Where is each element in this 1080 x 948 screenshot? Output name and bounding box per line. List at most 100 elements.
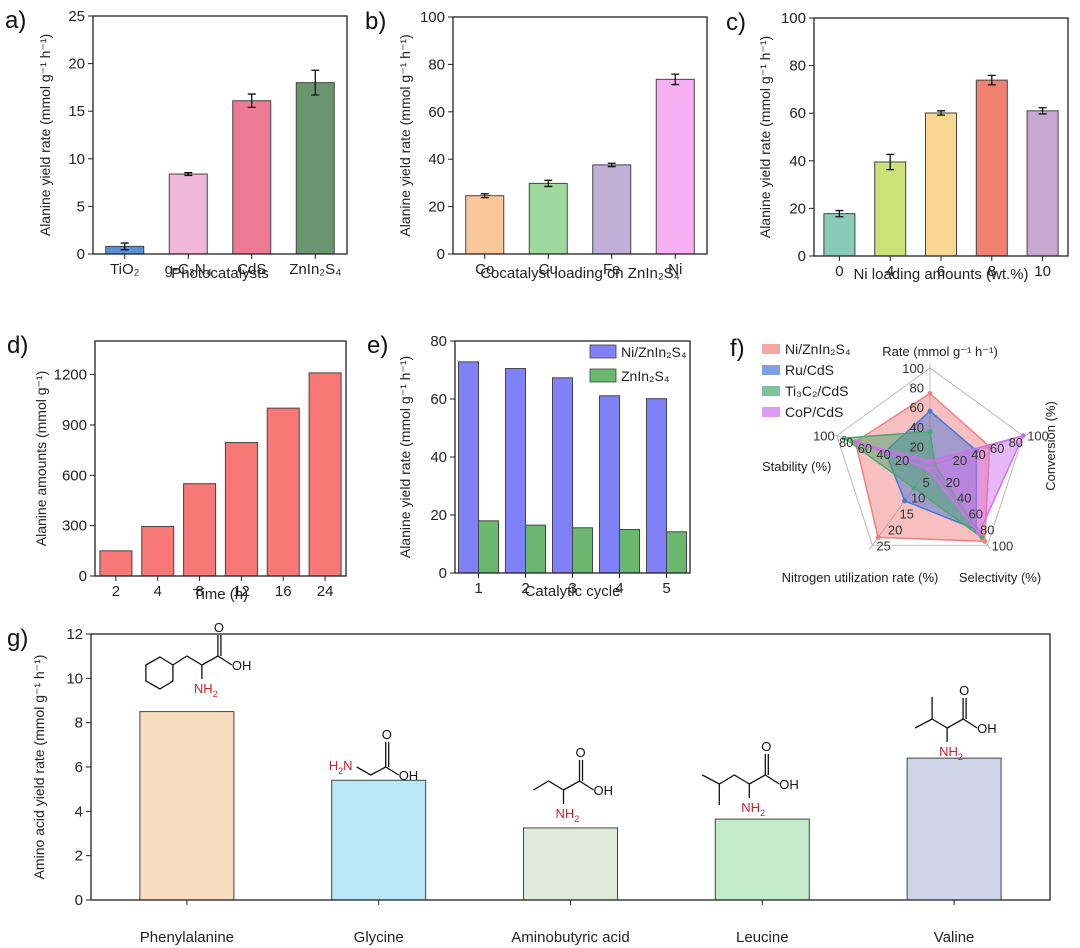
- bar-phenylalanine: [139, 711, 235, 901]
- bond: [172, 655, 203, 666]
- y-tick-label: 60: [789, 105, 806, 122]
- bar-cds: [232, 100, 272, 255]
- radar-point: [911, 485, 917, 491]
- bar-ni: [655, 78, 695, 255]
- radar-tick-label: 5: [922, 475, 929, 490]
- y-tick-label: 4: [75, 803, 83, 820]
- radar-tick-label: 20: [895, 453, 909, 468]
- x-tick-label: Valine: [934, 929, 975, 946]
- y-axis-title: Amino acid yield rate (mmol g⁻¹ h⁻¹): [31, 655, 47, 880]
- y-tick-label: 20: [68, 56, 85, 73]
- radar-tick-label: 20: [888, 522, 902, 537]
- radar-point: [902, 498, 908, 504]
- molecule-structures: O OH NH2 O OH H2N O OH NH2 O OH NH2 O OH NH2: [145, 620, 997, 824]
- bar-co: [465, 195, 505, 255]
- atom-o: O: [576, 745, 586, 760]
- radar-tick-label: 80: [980, 522, 994, 537]
- radar-tick-label: 80: [839, 435, 853, 450]
- legend-label: Ni/ZnIn₂S₄: [785, 341, 851, 357]
- valine-structure: O OH NH2: [914, 683, 997, 762]
- legend-swatch: [589, 344, 617, 359]
- radar-tick-label: 100: [813, 429, 835, 444]
- radar-series-cop-cds: [857, 434, 1025, 535]
- y-tick-label: 6: [75, 759, 83, 776]
- x-tick-label: 0: [835, 263, 843, 280]
- error-bar: [886, 153, 895, 171]
- radar-point: [841, 435, 847, 441]
- atom-o: O: [214, 620, 224, 635]
- y-tick-label: 100: [420, 9, 445, 26]
- y-tick-label: 0: [77, 246, 85, 263]
- x-tick-label: 4: [615, 580, 623, 597]
- radar-axis-title: Rate (mmol g⁻¹ h⁻¹): [882, 344, 998, 359]
- error-bar: [480, 193, 489, 199]
- radar-tick-label: 60: [969, 507, 983, 522]
- y-tick-label: 80: [430, 333, 447, 350]
- bar-znin-s-: [295, 82, 335, 255]
- x-tick-label: Fe: [603, 261, 621, 278]
- atom-oh: OH: [399, 768, 419, 783]
- y-tick-label: 80: [428, 56, 445, 73]
- atom-oh: OH: [779, 777, 799, 792]
- y-tick-label: 300: [62, 518, 87, 535]
- x-tick-label: 5: [662, 580, 670, 597]
- x-tick-label: 16: [275, 583, 292, 600]
- panel-g: g) 0 2 4 6 8 10 12 Phenylalanine Glycine Aminobuty…: [7, 625, 1051, 946]
- x-tick-label: Phenylalanine: [140, 929, 234, 946]
- bar-2: [99, 550, 133, 577]
- atom-o: O: [959, 683, 969, 698]
- y-axis-title: Alanine yield rate (mmol g⁻¹ h⁻¹): [397, 356, 413, 558]
- panel-e: e) Ni/ZnIn₂S₄ ZnIn₂S₄ 0 20 40 60 80 1 2 3 4 5 Catalyt…: [367, 332, 691, 600]
- y-tick-label: 900: [62, 417, 87, 434]
- radar-point: [1020, 433, 1026, 439]
- radar-tick-label: 100: [1027, 429, 1049, 444]
- y-tick-label: 12: [66, 626, 83, 643]
- bar-leucine: [714, 818, 810, 901]
- bar-8: [975, 79, 1008, 257]
- bond: [946, 698, 978, 742]
- plot-frame: [92, 15, 348, 255]
- bar-g-c-n-: [168, 173, 208, 255]
- x-axis-title: Cocatalyst loading on ZnIn₂S₄: [480, 265, 680, 282]
- bar-6: [925, 112, 957, 257]
- leucine-structure: O OH NH2: [701, 739, 799, 818]
- x-tick-label: TiO₂: [110, 261, 140, 278]
- y-tick-label: 20: [789, 200, 806, 217]
- y-tick-label: 40: [428, 151, 445, 168]
- radar-point: [927, 429, 933, 435]
- bar-16: [266, 407, 300, 577]
- y-tick-label: 600: [62, 467, 87, 484]
- atom-nh2: NH2: [939, 744, 963, 762]
- y-tick-label: 8: [75, 715, 83, 732]
- atom-n: N: [343, 758, 352, 773]
- y-tick-label: 60: [430, 391, 447, 408]
- legend-swatch: [762, 386, 780, 396]
- bond: [533, 780, 564, 791]
- bar-znin2s4-5: [666, 531, 687, 574]
- atom-nh2: NH2: [556, 806, 580, 824]
- subscript: 2: [958, 752, 963, 762]
- bar-24: [308, 372, 342, 577]
- legend-label: ZnIn₂S₄: [621, 368, 670, 384]
- error-bar: [311, 69, 320, 96]
- panel-label: a): [5, 7, 26, 34]
- y-tick-label: 25: [68, 8, 85, 25]
- error-bar: [120, 242, 129, 251]
- x-axis-title: Catalytic cycle: [525, 583, 621, 600]
- legend-label: CoP/CdS: [785, 404, 843, 420]
- x-axis-title: Ni loading amounts (wt.%): [853, 266, 1028, 283]
- benzene-ring: [145, 656, 174, 690]
- y-axis-title: Alanine yield rate (mmol g⁻¹ h⁻¹): [397, 34, 413, 236]
- x-tick-label: Co: [475, 261, 494, 278]
- radar-point: [854, 439, 860, 445]
- bar-aminobutyric-acid: [523, 827, 618, 901]
- radar-tick-label: 20: [953, 453, 967, 468]
- radar-tick-label: 40: [971, 447, 985, 462]
- y-tick-label: 0: [75, 892, 83, 909]
- x-tick-label: 2: [521, 580, 529, 597]
- bond: [356, 742, 400, 776]
- radar-tick-label: 80: [910, 381, 924, 396]
- radar-point: [976, 530, 982, 536]
